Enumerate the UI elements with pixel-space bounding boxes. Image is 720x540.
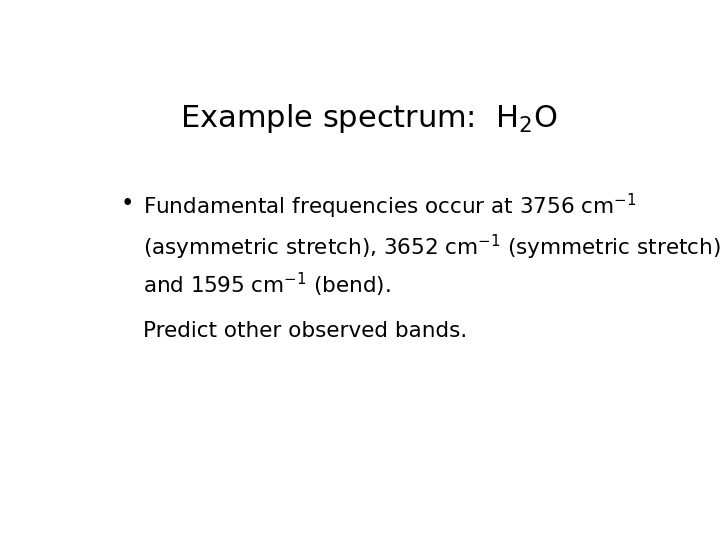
Text: and 1595 cm$^{-1}$ (bend).: and 1595 cm$^{-1}$ (bend).: [143, 271, 391, 299]
Text: Example spectrum:  $\mathsf{H_2O}$: Example spectrum: $\mathsf{H_2O}$: [180, 102, 558, 135]
Text: Fundamental frequencies occur at 3756 cm$^{-1}$: Fundamental frequencies occur at 3756 cm…: [143, 192, 636, 221]
Text: •: •: [121, 192, 134, 214]
Text: Predict other observed bands.: Predict other observed bands.: [143, 321, 467, 341]
Text: (asymmetric stretch), 3652 cm$^{-1}$ (symmetric stretch): (asymmetric stretch), 3652 cm$^{-1}$ (sy…: [143, 233, 720, 262]
